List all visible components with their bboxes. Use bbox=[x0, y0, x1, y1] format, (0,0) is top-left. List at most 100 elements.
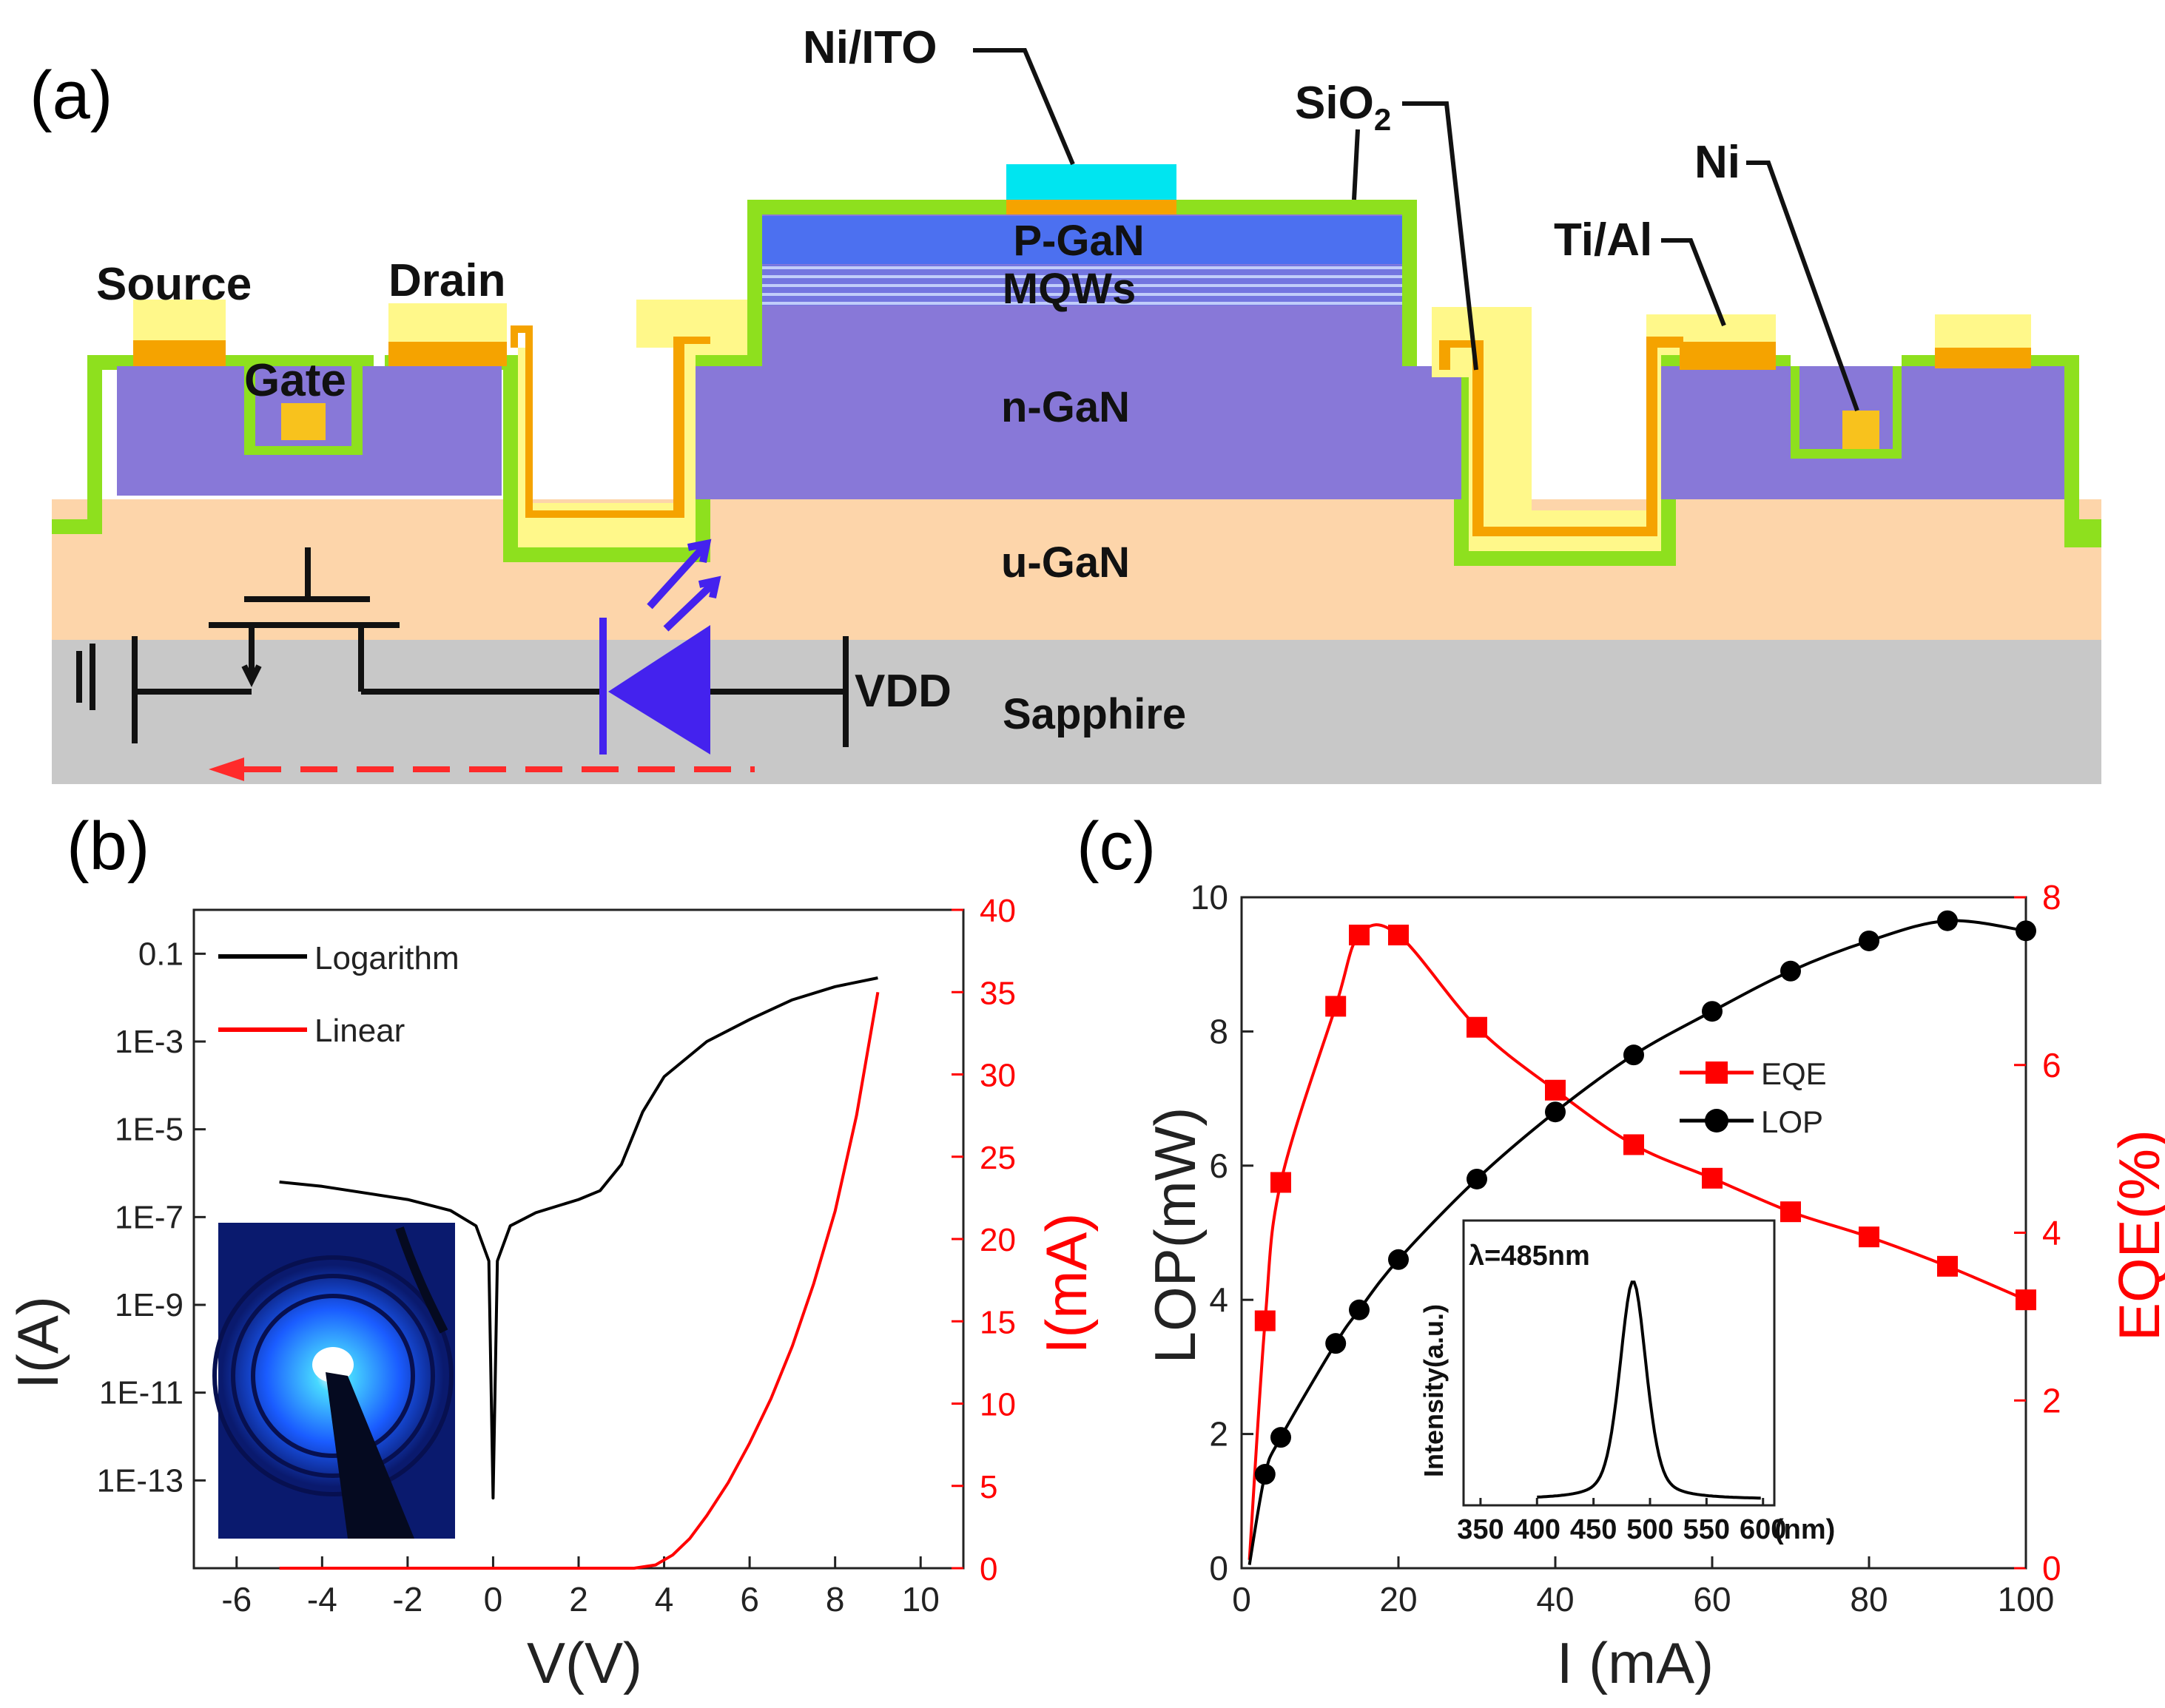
source-pad bbox=[133, 300, 226, 340]
panel-b-series bbox=[279, 976, 880, 1570]
b-x-tick-label: 0 bbox=[484, 1580, 503, 1618]
c-lop-point bbox=[1937, 910, 1958, 931]
panel-c-left-ticks: 0 2 4 6 8 10 bbox=[1191, 878, 1253, 1587]
c-lop-point bbox=[1349, 1299, 1370, 1320]
c-eqe-point bbox=[1702, 1167, 1723, 1189]
panel-b-xlabel: V(V) bbox=[527, 1630, 642, 1695]
ni-leader bbox=[1746, 161, 1859, 412]
c-lop-point bbox=[1702, 1001, 1723, 1022]
c-eqe-point bbox=[1270, 1172, 1291, 1193]
drain-label: Drain bbox=[388, 255, 505, 306]
ti-al-label: Ti/Al bbox=[1554, 215, 1652, 266]
legend-eqe-marker bbox=[1706, 1061, 1728, 1084]
source-tial bbox=[133, 340, 226, 366]
panel-b-iv-chart: (b) 0.1 1E-3 1E-5 1E-7 1E-9 1E-11 1E-13 0 5 10 15… bbox=[5, 809, 1099, 1695]
b-x-tick-label: 8 bbox=[826, 1580, 845, 1618]
c-lop-point bbox=[1254, 1464, 1276, 1485]
panel-b-ylabel-left: I(A) bbox=[5, 1296, 70, 1389]
b-left-tick-label: 1E-11 bbox=[99, 1375, 183, 1411]
ni-metal bbox=[1842, 411, 1879, 449]
far-right-pad bbox=[1935, 314, 2031, 348]
legend-lop-label: LOP bbox=[1761, 1104, 1823, 1139]
inset-x-tick-label: 350 bbox=[1457, 1514, 1504, 1545]
c-eqe-point bbox=[1780, 1201, 1801, 1223]
b-left-tick-label: 1E-13 bbox=[97, 1462, 183, 1499]
nmos-arrow bbox=[241, 664, 262, 687]
ito-layer bbox=[1006, 164, 1176, 200]
b-series-linear bbox=[279, 991, 880, 1570]
panel-b-x-ticks: -6 -4 -2 0 2 4 6 8 10 bbox=[221, 1556, 940, 1618]
circuit-schematic bbox=[76, 547, 849, 747]
c-x-tick-label: 100 bbox=[1998, 1580, 2055, 1618]
b-x-tick-label: 10 bbox=[902, 1580, 940, 1618]
c-lop-point bbox=[1780, 960, 1801, 982]
sio2-label: SiO2 bbox=[1295, 78, 1391, 137]
current-flow-arrow bbox=[209, 757, 755, 781]
p-gan-label: P-GaN bbox=[1013, 217, 1144, 265]
ni-callout-label: Ni bbox=[1694, 137, 1740, 188]
b-x-tick-label: 6 bbox=[740, 1580, 759, 1618]
mqw-fill bbox=[762, 265, 1402, 306]
panel-b-label: (b) bbox=[67, 809, 149, 884]
c-left-tick-label: 2 bbox=[1209, 1415, 1228, 1454]
inset-x-ticks: 350 400 450 500 550 600 bbox=[1457, 1498, 1786, 1545]
panel-c-ylabel-right: EQE(%) bbox=[2107, 1130, 2165, 1341]
n-gan-label: n-GaN bbox=[1001, 383, 1130, 431]
b-x-tick-label: -6 bbox=[221, 1580, 252, 1618]
panel-b-legend: Logarithm Linear bbox=[218, 940, 459, 1049]
legend-linear-label: Linear bbox=[314, 1013, 405, 1049]
c-right-tick-label: 8 bbox=[2042, 878, 2061, 917]
inset-x-tick-label: 550 bbox=[1683, 1514, 1730, 1545]
emission-arrow-2 bbox=[663, 575, 721, 632]
b-x-tick-label: 4 bbox=[655, 1580, 674, 1618]
mqws-label: MQWs bbox=[1003, 265, 1136, 313]
gate-label: Gate bbox=[244, 355, 346, 406]
b-left-tick-label: 1E-3 bbox=[115, 1024, 183, 1060]
c-left-tick-label: 6 bbox=[1209, 1147, 1228, 1185]
right-trench-pad bbox=[1432, 307, 1776, 551]
c-lop-point bbox=[1388, 1249, 1409, 1270]
panel-b-left-ticks: 0.1 1E-3 1E-5 1E-7 1E-9 1E-11 1E-13 bbox=[97, 936, 206, 1499]
c-lop-point bbox=[1270, 1427, 1291, 1448]
gate-metal bbox=[281, 403, 326, 440]
n-gan-center bbox=[692, 366, 1461, 499]
right-tial-top bbox=[1680, 342, 1776, 370]
c-eqe-point bbox=[1349, 925, 1370, 946]
panel-a-label: (a) bbox=[30, 58, 112, 133]
c-eqe-point bbox=[1623, 1134, 1644, 1155]
c-x-tick-label: 20 bbox=[1379, 1580, 1417, 1618]
c-lop-point bbox=[1545, 1101, 1566, 1123]
c-x-tick-label: 40 bbox=[1536, 1580, 1574, 1618]
panel-c-series bbox=[1248, 910, 2036, 1565]
c-lop-point bbox=[1325, 1333, 1347, 1354]
b-right-tick-label: 10 bbox=[980, 1387, 1016, 1423]
panel-c-legend: EQE LOP bbox=[1680, 1056, 1827, 1139]
c-x-tick-label: 0 bbox=[1232, 1580, 1251, 1618]
legend-eqe-label: EQE bbox=[1761, 1056, 1827, 1091]
c-eqe-point bbox=[1325, 996, 1347, 1017]
c-left-tick-label: 0 bbox=[1209, 1549, 1228, 1587]
sapphire-label: Sapphire bbox=[1003, 690, 1186, 738]
c-left-tick-label: 8 bbox=[1209, 1012, 1228, 1050]
c-right-tick-label: 4 bbox=[2042, 1214, 2061, 1252]
led-photo-inset bbox=[212, 1223, 455, 1539]
left-trench-tial bbox=[511, 325, 710, 518]
inset-spectrum-curve bbox=[1537, 1280, 1761, 1500]
c-right-tick-label: 2 bbox=[2042, 1381, 2061, 1420]
legend-lop-marker bbox=[1705, 1109, 1728, 1133]
b-right-tick-label: 35 bbox=[980, 975, 1016, 1011]
panel-b-right-ticks: 0 5 10 15 20 25 30 35 40 bbox=[952, 893, 1016, 1587]
b-left-tick-label: 1E-7 bbox=[115, 1199, 183, 1235]
c-eqe-point bbox=[1937, 1255, 1958, 1277]
panel-c-label: (c) bbox=[1077, 809, 1156, 884]
c-series-lop-line bbox=[1248, 919, 2027, 1565]
inset-x-tick-label: 600 bbox=[1740, 1514, 1786, 1545]
left-trench-pad bbox=[518, 300, 747, 547]
c-eqe-point bbox=[1254, 1310, 1276, 1331]
c-eqe-point bbox=[1545, 1079, 1566, 1101]
sio2-leader-1 bbox=[1352, 129, 1360, 200]
b-left-tick-label: 1E-5 bbox=[115, 1112, 183, 1148]
mqw-stack bbox=[762, 266, 1402, 305]
b-right-tick-label: 40 bbox=[980, 893, 1016, 929]
drain-pad bbox=[388, 303, 507, 344]
